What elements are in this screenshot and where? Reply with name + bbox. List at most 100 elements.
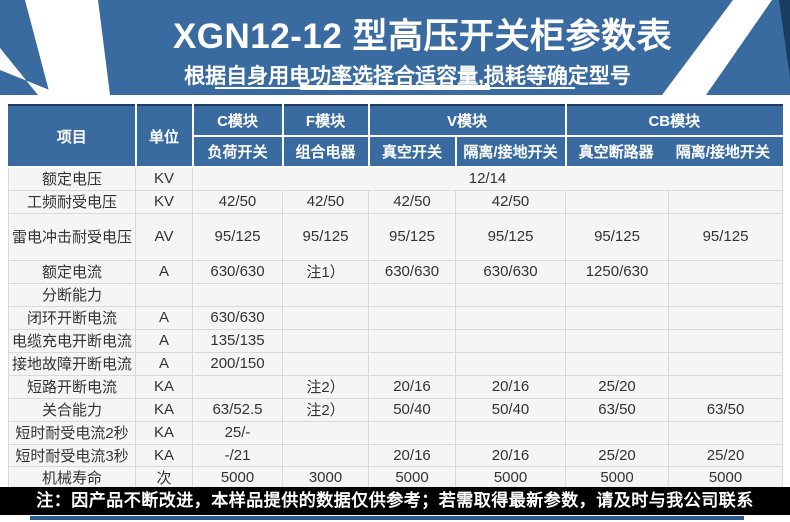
value-cell bbox=[565, 420, 670, 445]
col-header-unit: 单位 bbox=[134, 104, 194, 168]
table-header: 项目 单位 C模块 F模块 V模块 CB模块 负荷开关 组合电器 真空开关 隔离… bbox=[8, 104, 784, 168]
value-cell: 3000 bbox=[282, 465, 369, 490]
value-cell: -/21 bbox=[192, 443, 283, 467]
value-cell: 63/50 bbox=[668, 397, 784, 422]
item-cell: 电缆充电开断电流 bbox=[8, 328, 136, 353]
value-cell bbox=[368, 351, 456, 376]
value-cell: 20/16 bbox=[368, 443, 456, 467]
value-cell: 20/16 bbox=[368, 374, 456, 399]
value-cell bbox=[454, 305, 567, 330]
table-row: 接地故障开断电流 A 200/150 bbox=[8, 351, 784, 376]
sub-header-vacuum-switch: 真空开关 bbox=[367, 135, 457, 168]
value-cell: 5000 bbox=[565, 465, 670, 490]
banner-divider bbox=[215, 85, 575, 90]
value-cell bbox=[368, 328, 456, 353]
unit-cell: KV bbox=[135, 166, 193, 191]
page-subtitle: 根据自身用电功率选择合适容量,损耗等确定型号 bbox=[184, 65, 631, 88]
sub-header-cb-group: 真空断路器 隔离/接地开关 bbox=[564, 135, 784, 168]
sub-header-combined-device: 组合电器 bbox=[281, 135, 370, 168]
unit-cell bbox=[135, 282, 193, 307]
value-cell: 注2） bbox=[282, 374, 369, 399]
value-cell: 95/125 bbox=[668, 212, 784, 261]
value-cell: 25/- bbox=[192, 420, 283, 445]
table-row: 闭环开断电流 A 630/630 bbox=[8, 305, 784, 330]
value-cell bbox=[454, 328, 567, 353]
value-cell bbox=[668, 351, 784, 376]
item-cell: 接地故障开断电流 bbox=[8, 351, 136, 376]
value-cell bbox=[668, 189, 784, 214]
table-row: 短时耐受电流3秒 KA -/21 20/16 20/16 25/20 25/20 bbox=[8, 443, 784, 467]
table-row: 雷电冲击耐受电压 AV 95/125 95/125 95/125 95/125 95/125… bbox=[8, 212, 784, 261]
value-cell: 63/50 bbox=[565, 397, 670, 422]
value-cell bbox=[192, 374, 283, 399]
value-cell: 630/630 bbox=[454, 259, 567, 284]
unit-cell: KV bbox=[135, 189, 193, 214]
unit-cell: AV bbox=[135, 212, 193, 261]
value-cell: 42/50 bbox=[192, 189, 283, 214]
value-cell: 42/50 bbox=[282, 189, 369, 214]
value-cell-merged: 12/14 bbox=[191, 166, 784, 191]
unit-cell: A bbox=[135, 305, 193, 330]
value-cell: 630/630 bbox=[192, 305, 283, 330]
value-cell: 95/125 bbox=[454, 212, 567, 261]
item-cell: 机械寿命 bbox=[8, 465, 136, 490]
item-cell: 额定电流 bbox=[8, 259, 136, 284]
table-row: 机械寿命次 5000 3000 5000 5000 5000 5000 bbox=[8, 465, 784, 490]
value-cell: 95/125 bbox=[368, 212, 456, 261]
group-header-f-module: F模块 bbox=[281, 104, 370, 137]
value-cell: 42/50 bbox=[368, 189, 456, 214]
value-cell: 95/125 bbox=[282, 212, 369, 261]
unit-cell: KA bbox=[135, 420, 193, 445]
value-cell bbox=[192, 282, 283, 307]
sub-header-isolation-ground: 隔离/接地开关 bbox=[454, 135, 567, 168]
value-cell: 50/40 bbox=[368, 397, 456, 422]
banner: XGN12-12 型高压开关柜参数表 根据自身用电功率选择合适容量,损耗等确定型… bbox=[0, 0, 790, 95]
table-row: 短时耐受电流2秒 KA 25/- bbox=[8, 420, 784, 445]
item-cell: 短时耐受电流2秒 bbox=[8, 420, 136, 445]
value-cell bbox=[454, 420, 567, 445]
value-cell bbox=[454, 351, 567, 376]
value-cell: 630/630 bbox=[368, 259, 456, 284]
group-header-cb-module: CB模块 bbox=[564, 104, 784, 137]
value-cell bbox=[282, 305, 369, 330]
value-cell bbox=[282, 443, 369, 467]
value-cell bbox=[565, 351, 670, 376]
page-title: XGN12-12 型高压开关柜参数表 bbox=[172, 17, 673, 56]
value-cell: 5000 bbox=[668, 465, 784, 490]
value-cell bbox=[668, 420, 784, 445]
item-cell: 关合能力 bbox=[8, 397, 136, 422]
table-row: 工频耐受电压 KV 42/50 42/50 42/50 42/50 bbox=[8, 189, 784, 214]
value-cell: 5000 bbox=[368, 465, 456, 490]
unit-cell: A bbox=[135, 351, 193, 376]
bottom-accent-line bbox=[30, 516, 744, 520]
value-cell bbox=[282, 420, 369, 445]
divider-segment bbox=[300, 85, 490, 90]
value-cell: 135/135 bbox=[192, 328, 283, 353]
value-cell bbox=[668, 282, 784, 307]
unit-cell: KA bbox=[135, 443, 193, 467]
value-cell bbox=[565, 328, 670, 353]
value-cell bbox=[668, 374, 784, 399]
item-cell: 闭环开断电流 bbox=[8, 305, 136, 330]
table-row: 额定电压 KV 12/14 bbox=[8, 166, 784, 191]
unit-cell: KA bbox=[135, 397, 193, 422]
value-cell bbox=[282, 282, 369, 307]
footer-note: 注：因产品不断改进，本样品提供的数据仅供参考；若需取得最新参数，请及时与我公司联… bbox=[0, 487, 790, 515]
value-cell bbox=[454, 282, 567, 307]
item-cell: 额定电压 bbox=[8, 166, 136, 191]
value-cell: 20/16 bbox=[454, 374, 567, 399]
value-cell bbox=[368, 282, 456, 307]
group-header-v-module: V模块 bbox=[367, 104, 567, 137]
item-cell: 雷电冲击耐受电压 bbox=[8, 212, 136, 261]
value-cell bbox=[565, 305, 670, 330]
item-cell: 短时耐受电流3秒 bbox=[8, 443, 136, 467]
col-header-item: 项目 bbox=[8, 104, 137, 168]
unit-cell: A bbox=[135, 328, 193, 353]
value-cell: 注2） bbox=[282, 397, 369, 422]
value-cell bbox=[668, 305, 784, 330]
value-cell: 1250/630 bbox=[565, 259, 670, 284]
sub-header-vacuum-breaker: 真空断路器 bbox=[578, 144, 654, 161]
sub-header-isolation-ground-2: 隔离/接地开关 bbox=[675, 144, 770, 161]
value-cell: 630/630 bbox=[192, 259, 283, 284]
divider-segment bbox=[490, 86, 575, 89]
